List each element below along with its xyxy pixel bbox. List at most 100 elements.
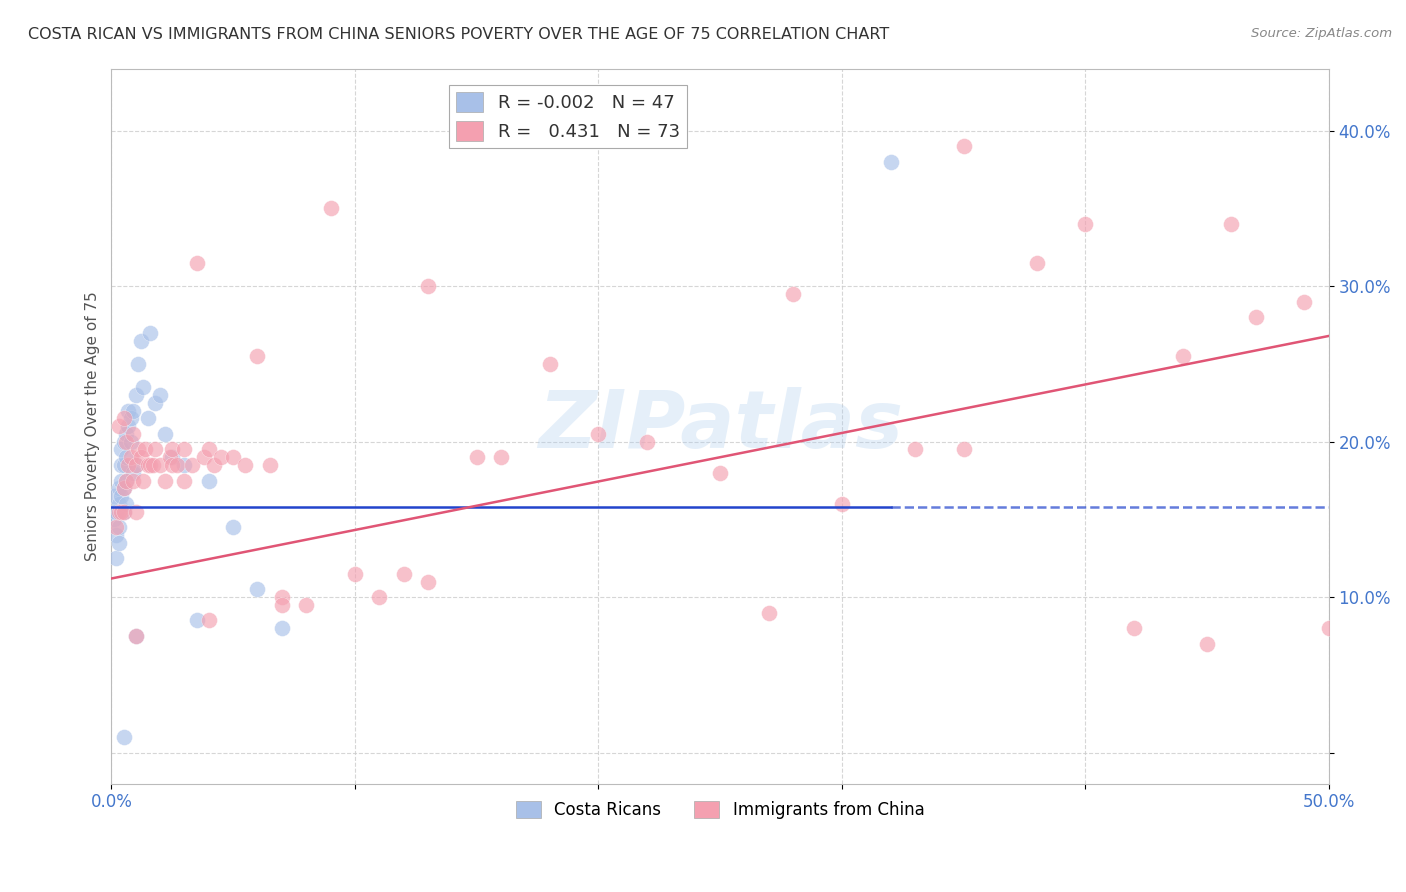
Point <box>202 458 225 472</box>
Point <box>149 388 172 402</box>
Point <box>110 474 132 488</box>
Point <box>122 466 145 480</box>
Point <box>246 582 269 597</box>
Point <box>115 474 138 488</box>
Point <box>120 411 142 425</box>
Point <box>112 505 135 519</box>
Text: ZIPatlas: ZIPatlas <box>537 387 903 465</box>
Point <box>132 380 155 394</box>
Point <box>295 598 318 612</box>
Point <box>1195 637 1218 651</box>
Point <box>112 481 135 495</box>
Point <box>132 474 155 488</box>
Point <box>115 450 138 465</box>
Point <box>952 139 974 153</box>
Point <box>110 442 132 457</box>
Point <box>153 474 176 488</box>
Point <box>105 505 128 519</box>
Point <box>112 458 135 472</box>
Point <box>110 458 132 472</box>
Point <box>136 458 159 472</box>
Point <box>127 357 149 371</box>
Point <box>222 450 245 465</box>
Point <box>110 505 132 519</box>
Point <box>122 426 145 441</box>
Point <box>115 474 138 488</box>
Point <box>142 458 165 472</box>
Point <box>186 614 208 628</box>
Point <box>588 426 610 441</box>
Point <box>129 334 152 348</box>
Point <box>159 450 181 465</box>
Point <box>1220 217 1243 231</box>
Point <box>125 388 148 402</box>
Point <box>120 450 142 465</box>
Point <box>416 279 439 293</box>
Point <box>489 450 512 465</box>
Point <box>125 629 148 643</box>
Point <box>270 598 292 612</box>
Point <box>538 357 561 371</box>
Point <box>105 528 128 542</box>
Point <box>416 574 439 589</box>
Point <box>136 411 159 425</box>
Point <box>162 458 184 472</box>
Point <box>107 481 129 495</box>
Legend: Costa Ricans, Immigrants from China: Costa Ricans, Immigrants from China <box>509 794 931 825</box>
Point <box>209 450 232 465</box>
Point <box>259 458 281 472</box>
Point <box>465 450 488 465</box>
Point <box>120 434 142 449</box>
Point <box>105 520 128 534</box>
Point <box>879 154 901 169</box>
Point <box>143 396 166 410</box>
Point <box>1294 294 1316 309</box>
Point <box>162 450 184 465</box>
Point <box>233 458 256 472</box>
Point <box>153 426 176 441</box>
Point <box>173 474 195 488</box>
Point <box>173 442 195 457</box>
Point <box>107 505 129 519</box>
Point <box>180 458 202 472</box>
Point <box>186 256 208 270</box>
Point <box>831 497 853 511</box>
Point <box>149 458 172 472</box>
Point <box>1171 349 1194 363</box>
Point <box>112 730 135 744</box>
Point <box>122 403 145 417</box>
Point <box>319 202 342 216</box>
Point <box>392 566 415 581</box>
Point <box>709 466 731 480</box>
Point <box>112 411 135 425</box>
Point <box>127 442 149 457</box>
Point <box>125 458 148 472</box>
Point <box>222 520 245 534</box>
Point <box>125 458 148 472</box>
Point <box>107 419 129 434</box>
Point <box>143 442 166 457</box>
Point <box>105 551 128 566</box>
Point <box>1244 310 1267 325</box>
Point <box>103 512 125 526</box>
Point <box>115 434 138 449</box>
Point <box>129 450 152 465</box>
Point <box>758 606 780 620</box>
Text: Source: ZipAtlas.com: Source: ZipAtlas.com <box>1251 27 1392 40</box>
Point <box>193 450 215 465</box>
Point <box>117 458 139 472</box>
Point <box>1074 217 1097 231</box>
Point <box>198 442 221 457</box>
Point <box>782 287 804 301</box>
Point <box>1317 621 1340 635</box>
Point <box>107 497 129 511</box>
Point <box>952 442 974 457</box>
Text: COSTA RICAN VS IMMIGRANTS FROM CHINA SENIORS POVERTY OVER THE AGE OF 75 CORRELAT: COSTA RICAN VS IMMIGRANTS FROM CHINA SEN… <box>28 27 890 42</box>
Point <box>115 497 138 511</box>
Point <box>343 566 366 581</box>
Point <box>103 489 125 503</box>
Point <box>904 442 927 457</box>
Point <box>270 621 292 635</box>
Point <box>122 474 145 488</box>
Point <box>125 505 148 519</box>
